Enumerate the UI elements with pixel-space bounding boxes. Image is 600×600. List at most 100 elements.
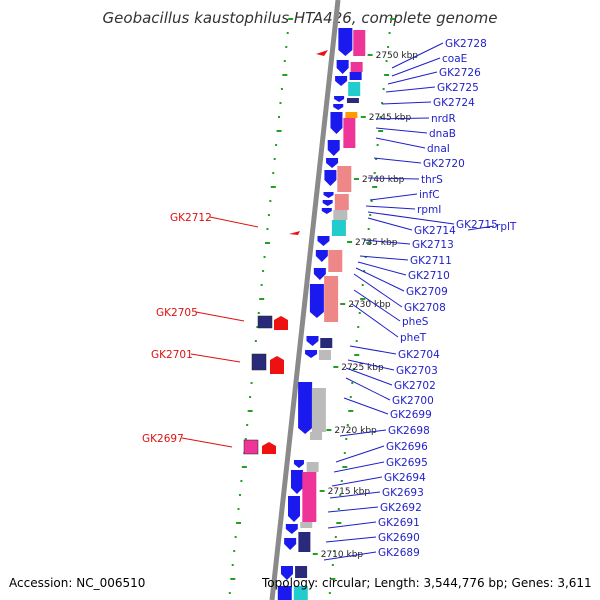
gene-feature bbox=[290, 470, 303, 494]
accession-label: Accession: bbox=[9, 576, 73, 590]
gene-feature bbox=[298, 382, 313, 434]
guide-tick bbox=[348, 410, 354, 412]
gene-label: GK2694 bbox=[384, 472, 426, 484]
leader-line bbox=[385, 86, 436, 93]
leader-line bbox=[381, 101, 432, 105]
gene-feature bbox=[336, 60, 349, 74]
leader-line bbox=[329, 491, 381, 499]
guide-tick bbox=[267, 214, 270, 216]
gene-feature bbox=[310, 432, 323, 440]
guide-tick bbox=[351, 382, 354, 384]
accession-text: Accession: NC_006510 bbox=[9, 576, 145, 590]
topology-value: circular bbox=[321, 576, 367, 590]
leader-line bbox=[345, 377, 391, 401]
gene-feature bbox=[293, 586, 308, 600]
gene-feature bbox=[277, 586, 292, 600]
gene-feature bbox=[318, 350, 331, 360]
gene-feature bbox=[333, 104, 344, 110]
gene-label: GK2699 bbox=[390, 409, 432, 421]
guide-tick bbox=[285, 46, 288, 48]
guide-tick bbox=[244, 438, 247, 440]
gene-label: rpmI bbox=[417, 204, 441, 216]
guide-tick bbox=[369, 214, 372, 216]
gene-feature bbox=[293, 460, 304, 468]
gene-feature bbox=[280, 566, 293, 580]
leader-line bbox=[347, 359, 395, 371]
guide-tick bbox=[288, 18, 294, 20]
gene-feature bbox=[284, 538, 297, 550]
guide-tick bbox=[337, 508, 340, 510]
guide-tick bbox=[283, 60, 286, 62]
guide-tick bbox=[339, 494, 342, 496]
gene-label: GK2696 bbox=[386, 441, 428, 453]
gene-label: GK2715 bbox=[456, 219, 498, 231]
gene-feature bbox=[334, 96, 345, 102]
gene-feature bbox=[298, 532, 311, 552]
gene-label: GK2720 bbox=[423, 158, 465, 170]
gene-label: GK2710 bbox=[408, 270, 450, 282]
guide-tick bbox=[237, 508, 240, 510]
guide-tick bbox=[330, 578, 336, 580]
gene-feature bbox=[306, 462, 319, 472]
leader-line bbox=[359, 255, 409, 261]
gene-label: GK2692 bbox=[380, 502, 422, 514]
gene-label: GK2709 bbox=[406, 286, 448, 298]
scale-label: 2735 kbp bbox=[355, 238, 398, 248]
leader-line bbox=[363, 239, 411, 245]
leader-line bbox=[391, 42, 444, 69]
leader-line bbox=[351, 303, 399, 338]
guide-tick bbox=[343, 452, 346, 454]
gene-label: GK2708 bbox=[404, 302, 446, 314]
scale-label: 2715 kbp bbox=[328, 487, 371, 497]
guide-tick bbox=[331, 564, 334, 566]
leader-line bbox=[343, 397, 389, 415]
guide-tick bbox=[241, 466, 247, 468]
guide-tick bbox=[279, 102, 282, 104]
highlight-leader bbox=[195, 311, 245, 322]
gene-label: thrS bbox=[421, 174, 443, 186]
guide-tick bbox=[262, 270, 265, 272]
gene-label: GK2689 bbox=[378, 547, 420, 559]
length-value: 3,544,776 bp bbox=[423, 576, 504, 590]
guide-tick bbox=[336, 522, 342, 524]
gene-label: GK2695 bbox=[386, 457, 428, 469]
guide-tick bbox=[361, 284, 364, 286]
guide-tick bbox=[280, 88, 283, 90]
gene-label: coaE bbox=[442, 53, 467, 65]
leader-line bbox=[355, 267, 405, 292]
guide-tick bbox=[236, 522, 242, 524]
gene-feature bbox=[328, 250, 343, 272]
guide-tick bbox=[249, 396, 252, 398]
guide-tick bbox=[372, 186, 378, 188]
guide-tick bbox=[385, 60, 388, 62]
gene-label: GK2704 bbox=[398, 349, 440, 361]
leader-line bbox=[339, 429, 387, 437]
guide-tick bbox=[260, 284, 263, 286]
gene-label: GK2714 bbox=[414, 225, 456, 237]
highlight-label: GK2701 bbox=[151, 349, 193, 361]
gene-label: GK2725 bbox=[437, 82, 479, 94]
guide-tick bbox=[363, 270, 366, 272]
leader-line bbox=[375, 137, 426, 149]
guide-tick bbox=[364, 256, 367, 258]
gene-feature bbox=[326, 158, 339, 168]
guide-tick bbox=[384, 74, 390, 76]
gene-label: GK2700 bbox=[392, 395, 434, 407]
guide-tick bbox=[276, 130, 282, 132]
guide-tick bbox=[233, 550, 236, 552]
scale-label: 2750 kbp bbox=[376, 51, 419, 61]
leader-line bbox=[391, 57, 441, 77]
guide-tick bbox=[275, 144, 278, 146]
gene-label: rplT bbox=[496, 221, 517, 233]
feature-box bbox=[257, 315, 273, 329]
guide-tick bbox=[238, 494, 241, 496]
gene-feature bbox=[315, 250, 328, 262]
guide-tick bbox=[379, 116, 382, 118]
leader-line bbox=[357, 261, 407, 276]
guide-tick bbox=[234, 536, 237, 538]
guide-tick bbox=[352, 368, 355, 370]
gene-label: pheT bbox=[400, 332, 427, 344]
guide-tick bbox=[264, 242, 270, 244]
guide-tick bbox=[360, 298, 366, 300]
